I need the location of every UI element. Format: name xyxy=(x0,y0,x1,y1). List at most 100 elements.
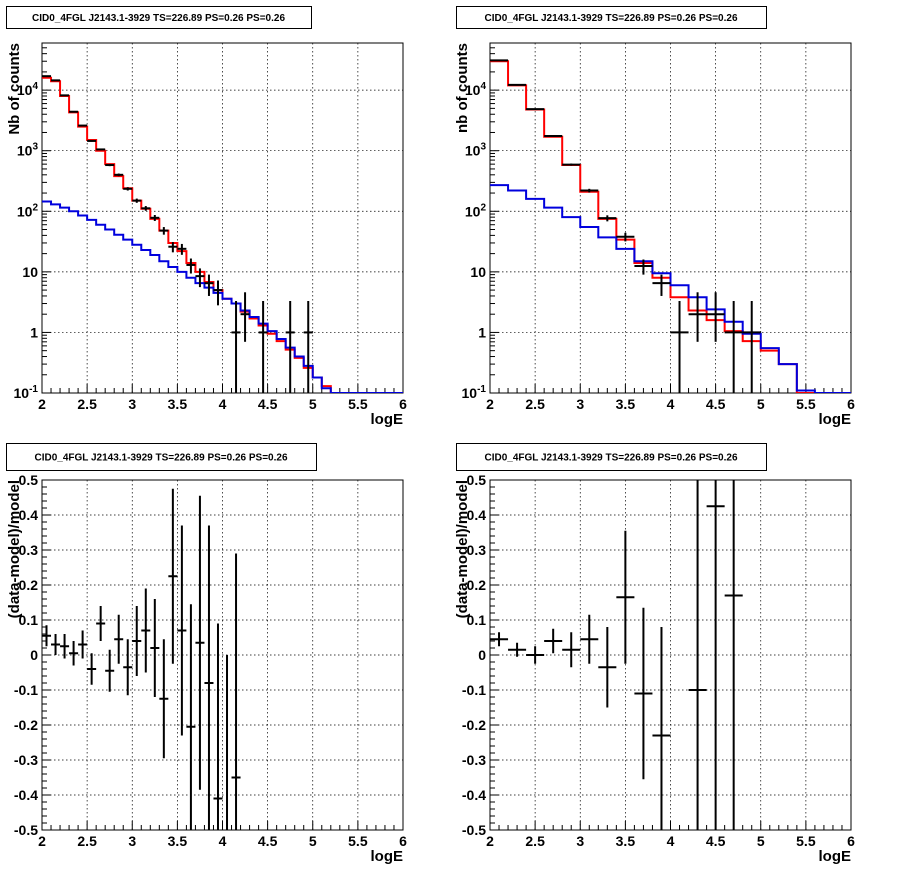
x-tick-label: 4 xyxy=(667,396,675,412)
x-tick-label: 3.5 xyxy=(616,833,636,849)
title-box xyxy=(6,443,317,471)
y-tick-label: 102 xyxy=(17,202,39,219)
y-tick-label: -0.5 xyxy=(14,822,38,838)
data-point xyxy=(177,243,187,255)
data-point xyxy=(706,292,725,342)
data-point xyxy=(186,258,196,274)
data-point xyxy=(204,274,214,296)
data-point xyxy=(195,495,205,790)
data-point xyxy=(526,108,545,111)
data-point xyxy=(562,163,581,166)
x-tick-label: 6 xyxy=(399,833,407,849)
x-tick-label: 5 xyxy=(757,396,765,412)
y-tick-label: 0.2 xyxy=(467,577,487,593)
x-tick-label: 2 xyxy=(486,833,494,849)
y-tick-label: 0.2 xyxy=(19,577,39,593)
data-point xyxy=(706,480,725,830)
data-point xyxy=(724,480,743,830)
x-axis-label: logE xyxy=(819,411,852,428)
x-tick-label: 4.5 xyxy=(706,396,726,412)
data-layer xyxy=(490,480,743,830)
data-point xyxy=(742,301,761,393)
data-point xyxy=(60,634,70,659)
data-point xyxy=(69,110,79,113)
y-tick-label: 0 xyxy=(30,647,38,663)
data-point xyxy=(42,625,52,647)
data-point xyxy=(105,649,115,692)
x-tick-label: 3 xyxy=(128,396,136,412)
y-tick-label: -0.4 xyxy=(462,787,486,803)
y-tick-label: 0.5 xyxy=(19,472,39,488)
data-point xyxy=(96,606,106,641)
x-tick-label: 2 xyxy=(38,396,46,412)
y-tick-label: 104 xyxy=(17,81,39,98)
data-point xyxy=(231,301,241,393)
y-tick-label: 0.1 xyxy=(19,612,39,628)
y-tick-label: 104 xyxy=(465,81,487,98)
y-tick-label: 103 xyxy=(17,142,39,159)
data-point xyxy=(285,301,295,393)
data-point xyxy=(150,599,160,697)
y-tick-label: -0.3 xyxy=(462,752,486,768)
y-tick-label: 0.5 xyxy=(467,472,487,488)
data-point xyxy=(213,280,223,306)
data-point xyxy=(78,124,88,127)
y-tick-label: -0.1 xyxy=(462,682,486,698)
y-tick-label: 1 xyxy=(30,324,38,340)
data-point xyxy=(168,488,178,664)
y-tick-label: -0.3 xyxy=(14,752,38,768)
x-tick-label: 5.5 xyxy=(796,833,816,849)
y-axis-label: (data-model)/model xyxy=(454,480,471,618)
y-tick-label: 102 xyxy=(465,202,487,219)
y-tick-label: 10-1 xyxy=(462,384,487,401)
data-point xyxy=(598,627,617,708)
title-box xyxy=(456,443,767,471)
y-axis-label: Nb of counts xyxy=(6,43,23,135)
x-tick-label: 6 xyxy=(847,833,855,849)
data-point xyxy=(114,614,124,664)
x-tick-label: 4 xyxy=(219,396,227,412)
data-point xyxy=(204,525,214,830)
data-point xyxy=(544,628,563,654)
data-point xyxy=(544,134,563,137)
y-tick-label: 0.1 xyxy=(467,612,487,628)
data-point xyxy=(616,530,635,664)
data-point xyxy=(159,227,169,235)
x-tick-label: 5.5 xyxy=(348,833,368,849)
data-point xyxy=(195,268,205,288)
data-point xyxy=(87,139,97,142)
panel-br: CID0_4FGL J2143.1-3929 TS=226.89 PS=0.26… xyxy=(454,443,855,865)
x-tick-label: 3.5 xyxy=(168,396,188,412)
y-tick-label: 10 xyxy=(22,264,38,280)
y-tick-label: 0.4 xyxy=(19,507,39,523)
x-tick-label: 2.5 xyxy=(77,396,97,412)
series-source-model xyxy=(490,184,851,393)
y-axis-label: nb of counts xyxy=(454,43,471,133)
panel-tl: CID0_4FGL J2143.1-3929 TS=226.89 PS=0.26… xyxy=(6,6,407,428)
data-point xyxy=(105,163,115,167)
y-tick-label: -0.1 xyxy=(14,682,38,698)
title-box xyxy=(456,6,767,29)
data-point xyxy=(69,641,79,666)
data-point xyxy=(159,639,169,759)
y-tick-label: 0.3 xyxy=(467,542,487,558)
chart-title: CID0_4FGL J2143.1-3929 TS=226.89 PS=0.26… xyxy=(32,13,285,24)
x-axis-label: logE xyxy=(371,411,404,428)
x-tick-label: 5.5 xyxy=(348,396,368,412)
y-axis-label: (data-model)/model xyxy=(6,480,23,618)
y-tick-label: 0.4 xyxy=(467,507,487,523)
data-point xyxy=(213,623,223,830)
data-point xyxy=(303,301,313,393)
y-tick-label: 1 xyxy=(478,324,486,340)
data-point xyxy=(123,639,133,696)
x-tick-label: 2.5 xyxy=(77,833,97,849)
x-tick-label: 4 xyxy=(219,833,227,849)
data-point xyxy=(634,259,653,275)
data-point xyxy=(580,614,599,664)
grid xyxy=(42,43,403,393)
data-point xyxy=(132,198,142,203)
data-point xyxy=(186,604,196,830)
title-box xyxy=(6,6,312,29)
data-point xyxy=(168,242,178,253)
